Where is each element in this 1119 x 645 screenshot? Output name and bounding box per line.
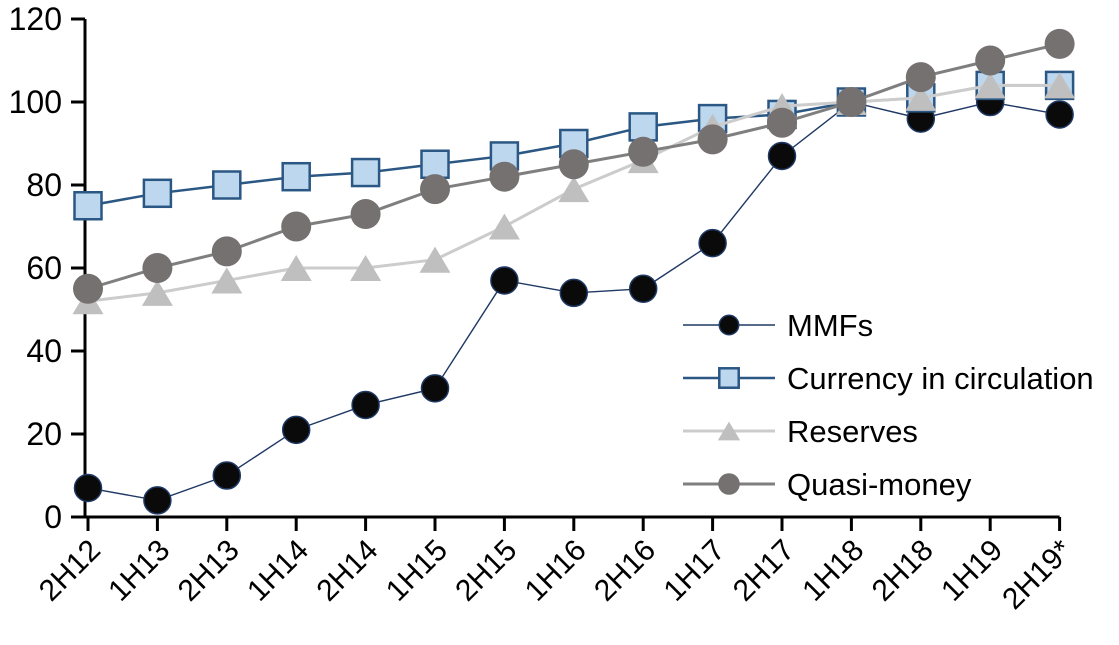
legend-label: MMFs [787,308,873,343]
y-tick-label: 60 [26,250,62,286]
data-point [211,267,243,294]
data-point [974,72,1006,99]
data-point [489,161,520,192]
circle-legend-marker [718,473,740,495]
legend-label: Quasi-money [787,467,972,502]
data-point [281,211,312,242]
legend: MMFs Currency in circulation Reserves Quasi… [683,308,1094,502]
y-tick-label: 0 [44,499,62,535]
y-tick-label: 80 [26,167,62,203]
data-point [73,191,103,221]
square-legend-marker [718,367,740,389]
data-point [73,273,103,304]
data-point [836,87,867,117]
series-mmfs [73,87,1074,515]
data-point [1045,100,1074,129]
data-point [420,149,450,179]
data-point [73,473,103,503]
y-tick-label: 100 [9,84,62,120]
data-point [281,415,311,445]
data-point [211,236,242,267]
data-point [142,253,173,283]
data-point [281,161,311,192]
data-point [559,278,589,308]
data-point [767,141,797,171]
data-point [212,170,242,200]
data-point [698,228,727,258]
data-point [280,254,312,282]
triangle-legend-marker [717,421,741,441]
data-point [419,246,451,273]
data-point [351,390,380,420]
data-point [558,176,590,203]
data-point [975,45,1006,76]
data-point [141,279,173,306]
series-quasi-money [73,28,1075,304]
data-point [905,84,937,111]
legend-item: Currency in circulation [683,361,1094,396]
legend-label: Currency in circulation [787,361,1094,396]
y-tick-label: 20 [26,416,62,452]
data-point [628,136,659,167]
circle-legend-marker [718,314,740,336]
data-point [212,461,242,490]
y-tick-label: 120 [9,1,62,37]
legend-item: Reserves [683,414,918,449]
data-point [420,174,450,205]
legend-item: MMFs [683,308,873,343]
data-point [420,374,450,403]
data-point [143,486,172,515]
data-point [628,112,658,142]
data-point [350,157,381,188]
legend-label: Reserves [787,414,918,449]
data-point [350,199,381,230]
data-point [1044,28,1075,59]
y-tick-label: 40 [26,333,62,369]
data-point [767,107,797,138]
data-point [905,62,936,93]
y-axis: 0 20 40 60 80 100 120 [9,1,85,535]
data-point [142,178,173,209]
data-point [488,213,520,240]
data-point [490,266,519,295]
data-point [697,124,728,155]
data-point [628,274,658,303]
data-point [558,149,589,180]
legend-item: Quasi-money [683,467,972,502]
data-point [350,254,382,282]
data-point [1044,72,1076,99]
